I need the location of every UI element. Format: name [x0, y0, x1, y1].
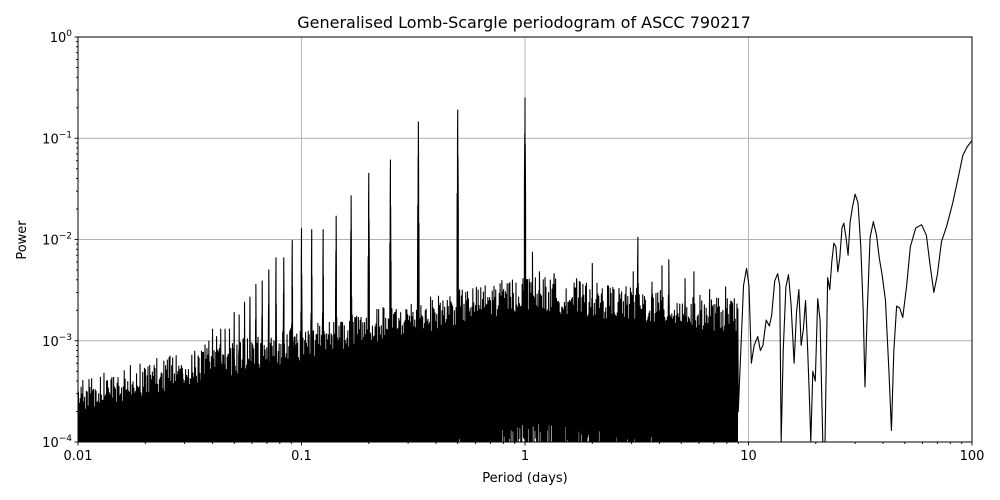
x-tick-label: 10	[740, 449, 757, 464]
power-series-line	[78, 97, 972, 442]
x-axis-tick-labels: 0.01 0.1 1 10 100	[64, 449, 985, 464]
axis-ticks	[74, 36, 973, 446]
y-axis-tick-labels: 10−4 10−3 10−2 10−1 100	[42, 29, 72, 451]
x-tick-label: 0.1	[291, 449, 312, 464]
y-tick-label: 10−2	[42, 232, 72, 249]
x-tick-label: 0.01	[64, 449, 93, 464]
x-axis-label: Period (days)	[482, 471, 568, 486]
y-tick-label: 10−1	[42, 130, 72, 147]
y-tick-label: 10−3	[42, 333, 72, 350]
x-tick-label: 1	[521, 449, 529, 464]
y-axis-label: Power	[15, 220, 30, 260]
y-tick-label: 100	[50, 29, 73, 46]
chart-title: Generalised Lomb-Scargle periodogram of …	[297, 13, 751, 32]
x-tick-label: 100	[960, 449, 985, 464]
plot-area	[78, 97, 972, 442]
y-tick-label: 10−4	[42, 434, 72, 451]
